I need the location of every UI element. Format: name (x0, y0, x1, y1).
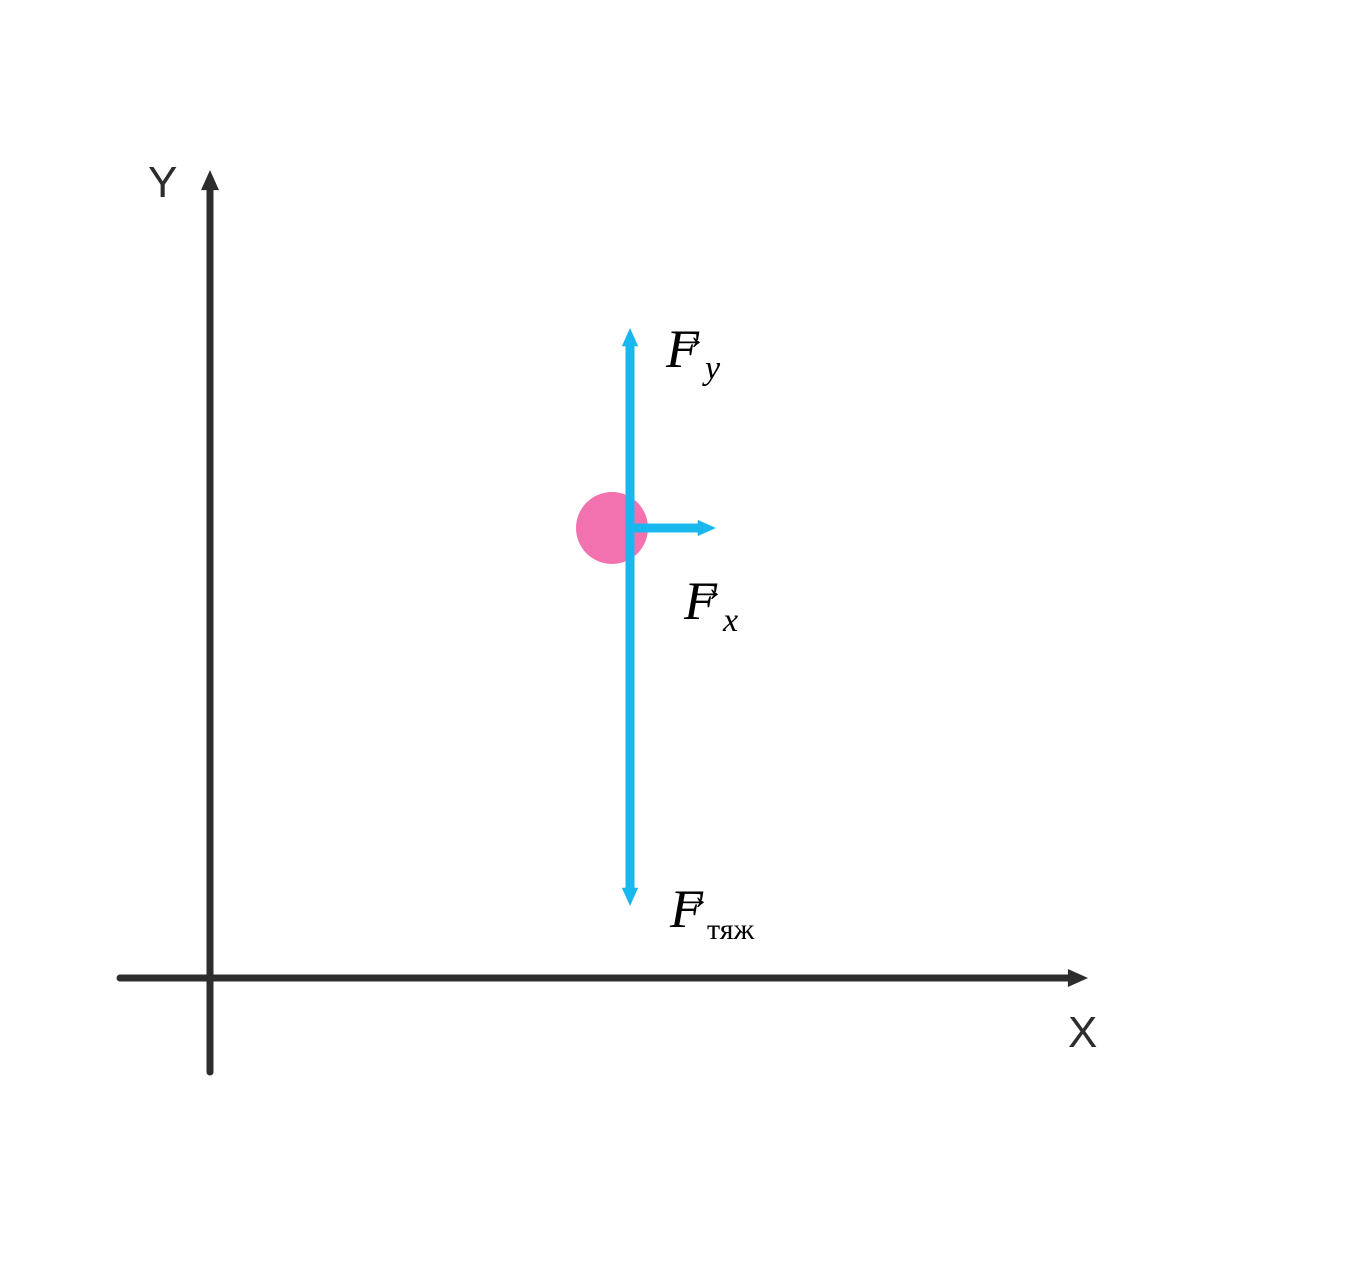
force-label-fgrav: → Fтяж (670, 878, 754, 947)
force-label-fy: → Fy (666, 318, 720, 388)
force-fy-sub: y (705, 350, 720, 387)
x-axis-label: X (1068, 1008, 1097, 1058)
force-fx-sub: x (723, 602, 738, 639)
force-label-fx: → Fx (684, 570, 738, 640)
diagram-svg (0, 0, 1350, 1273)
force-diagram: Y X → Fy → Fx → Fтяж (0, 0, 1350, 1273)
y-axis-label: Y (148, 158, 177, 208)
force-fgrav-sub: тяж (707, 913, 754, 946)
